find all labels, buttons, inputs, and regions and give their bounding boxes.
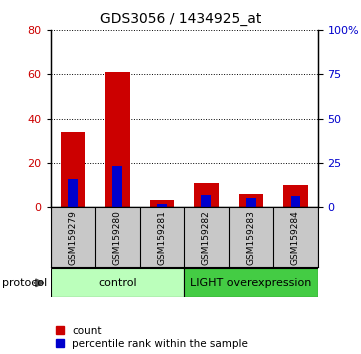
Text: GSM159280: GSM159280	[113, 210, 122, 265]
Text: LIGHT overexpression: LIGHT overexpression	[190, 278, 312, 288]
Text: GSM159279: GSM159279	[68, 210, 77, 265]
Bar	[283, 185, 308, 207]
Bar	[194, 183, 219, 207]
Text: GSM159281: GSM159281	[157, 210, 166, 265]
Bar	[51, 268, 184, 297]
Bar	[291, 196, 300, 207]
Text: GDS3056 / 1434925_at: GDS3056 / 1434925_at	[100, 12, 261, 27]
Text: protocol: protocol	[2, 278, 47, 288]
Bar	[105, 72, 130, 207]
Bar	[239, 194, 263, 207]
Bar	[246, 198, 256, 207]
Bar	[149, 200, 174, 207]
Bar	[68, 179, 78, 207]
Bar	[157, 204, 167, 207]
Bar	[112, 166, 122, 207]
Text: GSM159283: GSM159283	[247, 210, 255, 265]
Bar	[201, 195, 211, 207]
Legend: count, percentile rank within the sample: count, percentile rank within the sample	[56, 326, 248, 349]
Text: GSM159284: GSM159284	[291, 210, 300, 265]
Bar	[184, 268, 318, 297]
Text: control: control	[98, 278, 136, 288]
Text: GSM159282: GSM159282	[202, 210, 211, 265]
Bar	[61, 132, 85, 207]
